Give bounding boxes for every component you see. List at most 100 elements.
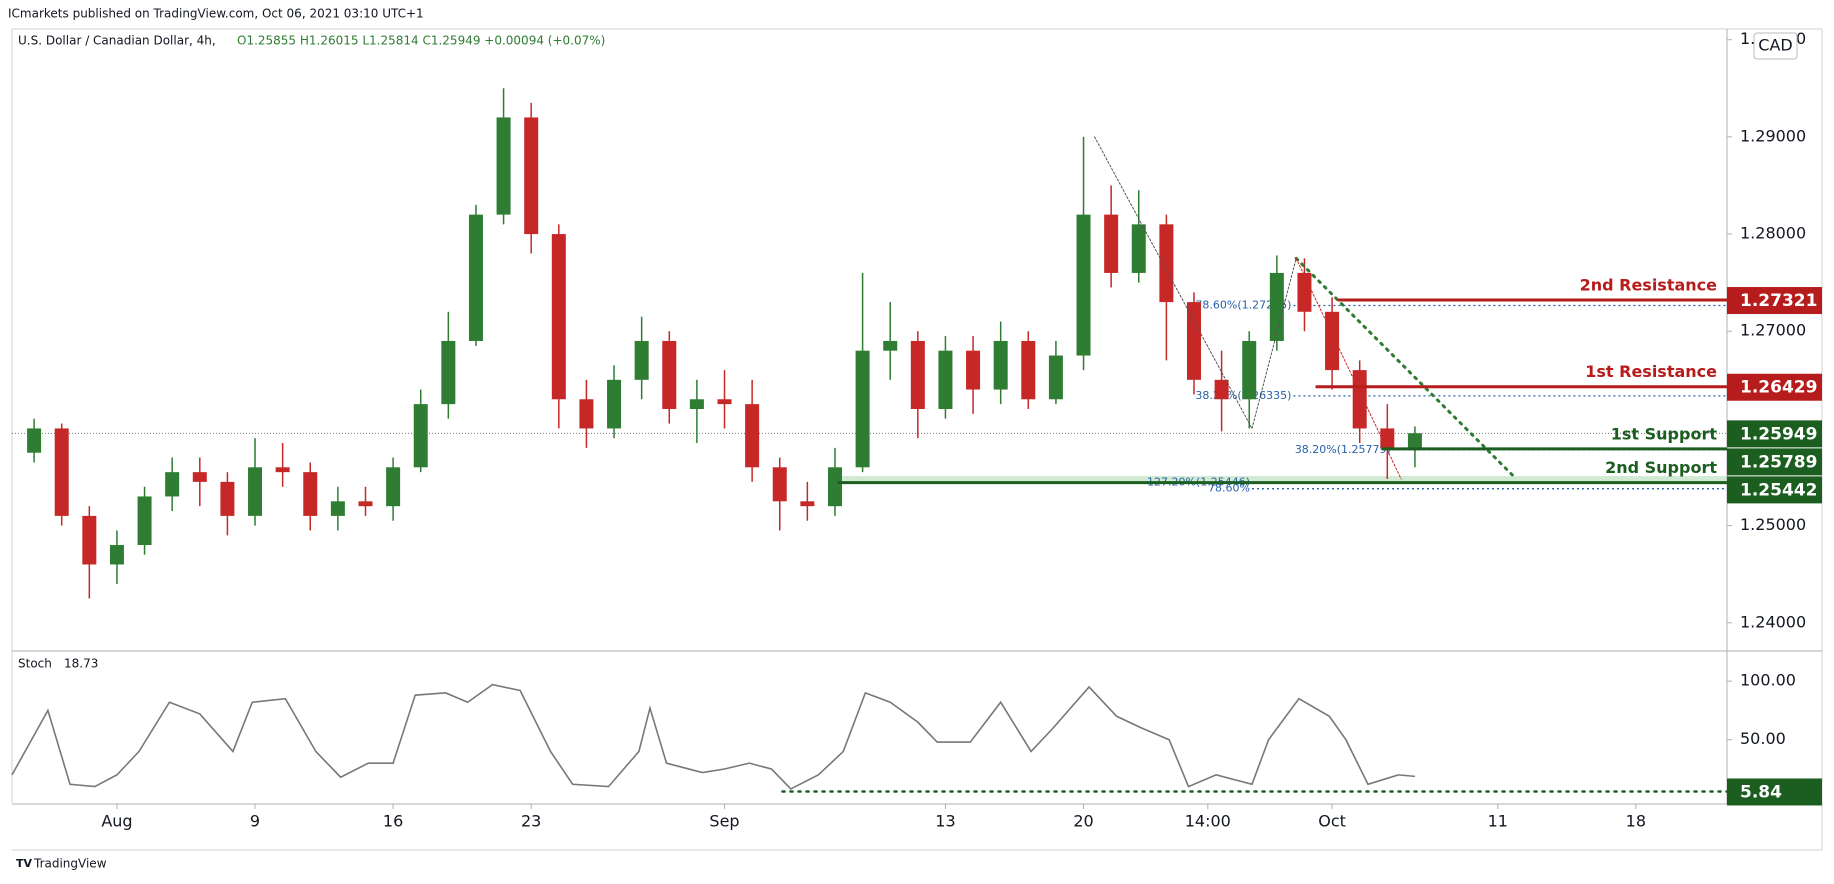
candle-body: [441, 340, 456, 405]
price-badge: [1727, 420, 1822, 448]
fib-label: 38.20%(1.25779): [1295, 443, 1391, 456]
candle-body: [689, 399, 704, 409]
candle-body: [607, 379, 622, 429]
candle-body: [1131, 224, 1146, 273]
price-badge-text: 1.25789: [1740, 452, 1817, 472]
ohlc: O1.25855 H1.26015 L1.25814 C1.25949 +0.0…: [237, 34, 605, 48]
candle-body: [82, 515, 97, 565]
fib-label: 78.60%(1.27265): [1195, 298, 1291, 311]
candle-body: [993, 340, 1008, 390]
candle-body: [855, 350, 870, 468]
candle-body: [662, 340, 677, 409]
candle-body: [1380, 428, 1395, 448]
level-label: 1st Support: [1611, 424, 1718, 443]
y-tick-label: 1.27000: [1740, 321, 1806, 340]
candle-body: [524, 117, 539, 235]
candle-body: [772, 467, 787, 502]
candle-body: [1352, 370, 1367, 429]
stoch-badge-text: 5.84: [1740, 782, 1782, 802]
y-tick-label: 1.28000: [1740, 224, 1806, 243]
candle-body: [745, 404, 760, 468]
fib-label: 78.60%: [1208, 482, 1250, 495]
footer: TradingView: [33, 857, 107, 871]
candle-body: [220, 481, 235, 516]
x-tick-label: 9: [250, 812, 260, 831]
price-badge: [1727, 373, 1822, 401]
stoch-line: [11, 683, 1416, 790]
candle-body: [800, 501, 815, 507]
currency-badge[interactable]: [1753, 32, 1798, 60]
symbol: U.S. Dollar / Canadian Dollar, 4h,: [18, 34, 216, 48]
stoch-badge: [1727, 778, 1822, 806]
candle-body: [1297, 272, 1312, 312]
candle-body: [330, 501, 345, 516]
candle-body: [137, 496, 152, 546]
candle-body: [1186, 302, 1201, 380]
x-tick-label: 13: [935, 812, 955, 831]
candle-body: [1325, 311, 1340, 371]
candle-body: [1021, 340, 1036, 400]
publisher: ICmarkets published on TradingView.com, …: [8, 7, 424, 21]
price-badge: [1727, 287, 1822, 315]
level-label: 1st Resistance: [1585, 362, 1717, 381]
price-badge-text: 1.26429: [1740, 378, 1817, 398]
candle-body: [579, 399, 594, 429]
candle-body: [717, 399, 732, 405]
x-tick-label: Oct: [1318, 812, 1346, 831]
x-tick-label: 18: [1626, 812, 1646, 831]
candle-body: [165, 472, 180, 497]
candle-body: [303, 472, 318, 516]
candle-body: [966, 350, 981, 390]
x-tick-label: Aug: [101, 812, 132, 831]
candle-body: [192, 472, 207, 482]
x-tick-label: 20: [1073, 812, 1093, 831]
candle-body: [634, 340, 649, 380]
candle-body: [358, 501, 373, 507]
x-tick-label: Sep: [709, 812, 739, 831]
candle-body: [1076, 214, 1091, 356]
candle-body: [54, 428, 69, 516]
candle-body: [1242, 340, 1257, 400]
overlay-layer: 2nd Resistance 1st Resistance 1st Support 2…: [781, 136, 1822, 806]
candle-body: [910, 340, 925, 409]
price-badge-text: 1.27321: [1740, 291, 1817, 311]
candle-body: [109, 545, 124, 565]
candle-body: [248, 467, 263, 516]
x-tick-label: 16: [383, 812, 403, 831]
stoch-tick-label: 100.00: [1740, 671, 1796, 690]
x-tick-label: 11: [1488, 812, 1508, 831]
price-badge-text: 1.25949: [1740, 424, 1817, 444]
candle-body: [1407, 433, 1422, 448]
candle-body: [275, 467, 290, 473]
candle-body: [386, 467, 401, 507]
price-badge-text: 1.25442: [1740, 480, 1817, 500]
price-badge: [1727, 476, 1822, 504]
stoch-title: Stoch: [18, 657, 52, 671]
support-zone: [837, 476, 1727, 483]
candle-body: [413, 404, 428, 468]
candle-body: [468, 214, 483, 341]
currency[interactable]: CAD: [1758, 36, 1792, 55]
trendline: [1295, 257, 1402, 480]
candle-body: [551, 234, 566, 400]
x-tick-label: 23: [521, 812, 541, 831]
candle-body: [1214, 379, 1229, 400]
candle-body: [883, 340, 898, 351]
y-tick-label: 1.24000: [1740, 612, 1806, 631]
candle-body: [1048, 355, 1063, 400]
level-label: 2nd Support: [1605, 458, 1717, 477]
footer-logo: TV: [16, 857, 33, 870]
trendline: [1094, 136, 1253, 429]
stoch-tick-label: 50.00: [1740, 729, 1786, 748]
price-badge: [1727, 448, 1822, 476]
trendline: [1251, 257, 1297, 429]
candle-body: [938, 350, 953, 409]
x-tick-label: 14:00: [1185, 812, 1231, 831]
y-tick-label: 1.25000: [1740, 515, 1806, 534]
candle-body: [27, 428, 42, 453]
candle-body: [1159, 224, 1174, 303]
candle-body: [1269, 272, 1284, 341]
trendline: [1294, 256, 1516, 479]
